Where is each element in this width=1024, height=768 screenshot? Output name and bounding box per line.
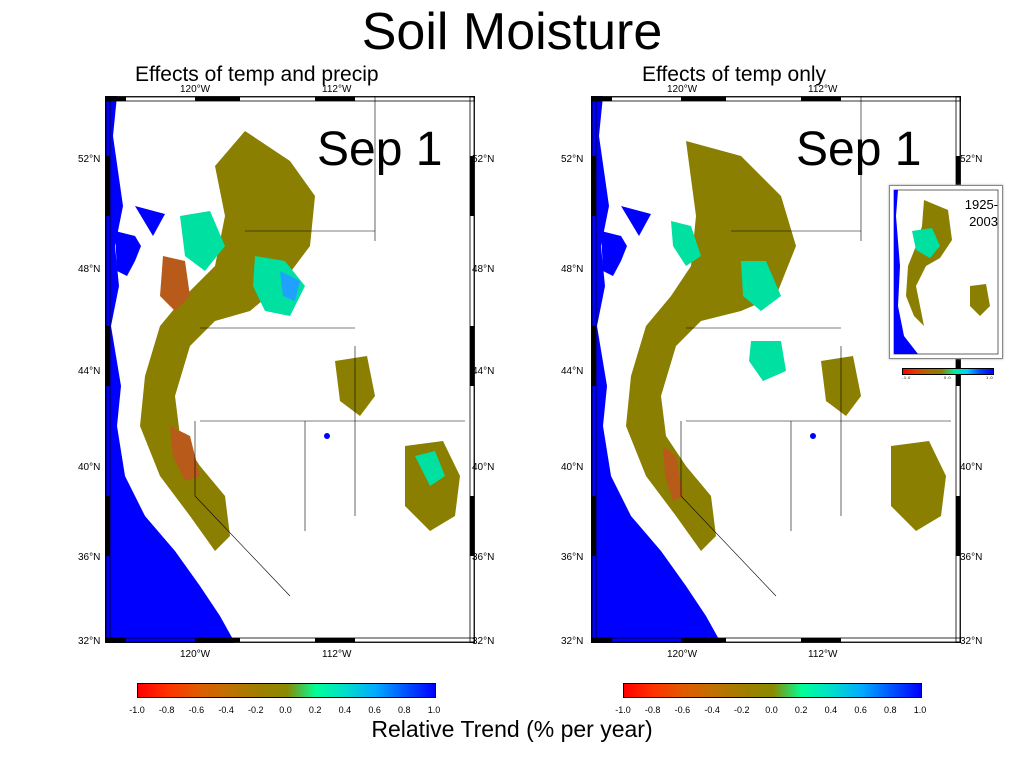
- right-lat-label: 52°N: [561, 154, 584, 165]
- right-lat-label-right: 52°N: [960, 154, 983, 165]
- left-lat-label-right: 36°N: [472, 552, 495, 563]
- left-lat-label: 36°N: [78, 552, 101, 563]
- inset-cbar-tick: 0.0: [944, 375, 952, 380]
- left-lat-label: 32°N: [78, 636, 101, 647]
- colorbar-segment: [256, 684, 287, 697]
- colorbar-segment: [802, 684, 832, 697]
- left-lat-label-right: 32°N: [472, 636, 495, 647]
- colorbar-segment: [197, 684, 228, 697]
- colorbar-tick-label: 1.0: [913, 705, 927, 715]
- left-lat-label-right: 40°N: [472, 462, 495, 473]
- colorbar-tick-label: 0.0: [765, 705, 778, 715]
- colorbar-tick-label: -0.8: [644, 705, 661, 715]
- left-map-date: Sep 1: [317, 123, 443, 176]
- inset-map: 1925- 2003: [889, 185, 1003, 359]
- inset-years: 1925- 2003: [965, 196, 998, 230]
- inset-colorbar: [902, 368, 994, 375]
- right-lat-label-right: 40°N: [960, 462, 983, 473]
- right-colorbar-ticks: -1.0 -0.8 -0.6 -0.4 -0.2 0.0 0.2 0.4 0.6 0.8 1.0: [615, 705, 926, 719]
- colorbar-tick-label: 0.0: [279, 705, 292, 715]
- left-lon-label-bottom: 120°W: [180, 649, 211, 660]
- colorbar-segment: [167, 684, 198, 697]
- colorbar-tick-label: 1.0: [427, 705, 441, 715]
- colorbar-segment: [316, 684, 346, 697]
- colorbar-tick-label: -0.8: [158, 705, 175, 715]
- right-lat-label-right: 36°N: [960, 552, 983, 563]
- left-panel-subtitle: Effects of temp and precip: [135, 63, 379, 86]
- colorbar-tick-label: -0.6: [674, 705, 691, 715]
- inset-cbar-tick: -1.0: [902, 375, 911, 380]
- colorbar-segment: [286, 684, 317, 697]
- colorbar-tick-label: -0.4: [218, 705, 234, 715]
- colorbar-segment: [345, 684, 376, 697]
- right-lon-label-bottom: 112°W: [808, 649, 838, 660]
- left-colorbar: [137, 683, 436, 698]
- colorbar-tick-label: 0.6: [368, 705, 381, 715]
- right-lon-label-top: 120°W: [667, 84, 698, 95]
- left-lon-label-bottom: 112°W: [322, 649, 352, 660]
- right-lon-label-bottom: 120°W: [667, 649, 698, 660]
- colorbar-tick-label: 0.8: [398, 705, 411, 715]
- colorbar-tick-label: -0.2: [734, 705, 750, 715]
- left-lat-label-right: 44°N: [472, 366, 495, 377]
- colorbar-segment: [742, 684, 773, 697]
- colorbar-tick-label: -1.0: [615, 705, 631, 715]
- colorbar-segment: [861, 684, 892, 697]
- inset-year-start: 1925-: [964, 197, 998, 212]
- colorbar-segment: [683, 684, 714, 697]
- right-lat-label: 40°N: [561, 462, 584, 473]
- right-lat-label: 36°N: [561, 552, 584, 563]
- inset-map-graphic: [893, 189, 999, 355]
- colorbar-tick-label: 0.4: [338, 705, 352, 715]
- right-colorbar-swatches: [624, 684, 922, 697]
- left-lat-label: 44°N: [78, 366, 101, 377]
- colorbar-tick-label: -0.4: [704, 705, 720, 715]
- colorbar-segment: [831, 684, 862, 697]
- colorbar-units-label: Relative Trend (% per year): [371, 716, 653, 742]
- right-lat-label: 32°N: [561, 636, 584, 647]
- inset-year-end: 2003: [969, 214, 998, 229]
- colorbar-tick-label: 0.8: [884, 705, 897, 715]
- colorbar-tick-label: 0.4: [824, 705, 838, 715]
- colorbar-tick-label: 0.6: [854, 705, 867, 715]
- left-colorbar-swatches: [138, 684, 436, 697]
- right-map-date: Sep 1: [796, 123, 922, 176]
- colorbar-segment: [653, 684, 684, 697]
- left-map: Sep 1: [105, 96, 475, 643]
- left-lat-label: 52°N: [78, 154, 101, 165]
- colorbar-segment: [375, 684, 406, 697]
- colorbar-tick-label: -0.6: [188, 705, 205, 715]
- left-lat-label: 48°N: [78, 264, 101, 275]
- colorbar-segment: [891, 684, 922, 697]
- colorbar-segment: [772, 684, 803, 697]
- right-lat-label: 44°N: [561, 366, 584, 377]
- left-lat-label-right: 48°N: [472, 264, 495, 275]
- right-panel-subtitle: Effects of temp only: [642, 63, 827, 86]
- left-lat-label: 40°N: [78, 462, 101, 473]
- colorbar-tick-label: 0.2: [794, 705, 808, 715]
- colorbar-tick-label: 0.2: [308, 705, 322, 715]
- left-lon-label-top: 112°W: [322, 84, 352, 95]
- left-lat-label-right: 52°N: [472, 154, 495, 165]
- page-title: Soil Moisture: [361, 3, 663, 61]
- colorbar-segment: [713, 684, 743, 697]
- colorbar-tick-label: -0.2: [248, 705, 264, 715]
- right-lon-label-top: 112°W: [808, 84, 838, 95]
- inset-cbar-tick: 1.0: [986, 375, 994, 380]
- left-map-graphic: [105, 96, 475, 643]
- colorbar-tick-label: -1.0: [129, 705, 145, 715]
- colorbar-segment: [227, 684, 257, 697]
- right-lat-label-right: 32°N: [960, 636, 983, 647]
- colorbar-segment: [138, 684, 168, 697]
- right-lat-label: 48°N: [561, 264, 584, 275]
- left-lon-label-top: 120°W: [180, 84, 211, 95]
- left-colorbar-ticks: -1.0 -0.8 -0.6 -0.4 -0.2 0.0 0.2 0.4 0.6 0.8 1.0: [129, 705, 440, 719]
- right-colorbar: [623, 683, 922, 698]
- colorbar-segment: [405, 684, 436, 697]
- colorbar-segment: [624, 684, 654, 697]
